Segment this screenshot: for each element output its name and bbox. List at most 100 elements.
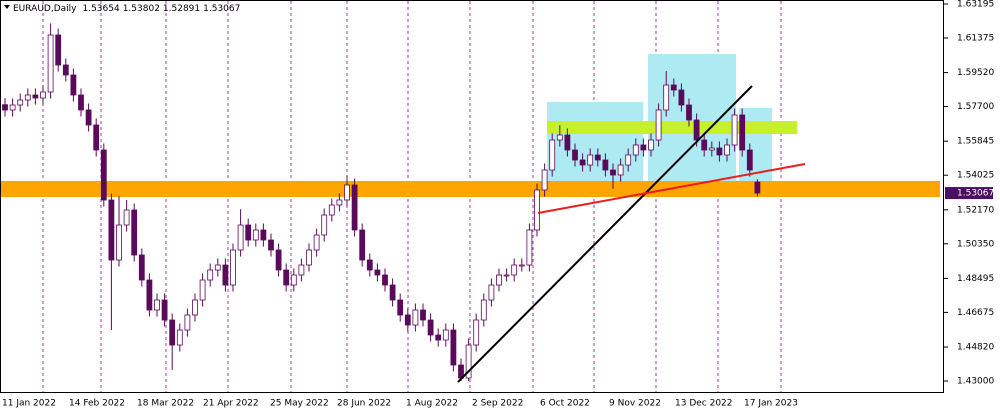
x-tick-label: 21 Apr 2022 [203,399,259,409]
candle-body [754,181,761,194]
candle-body [85,109,92,126]
candle-body [131,209,138,256]
candle-body [473,319,480,346]
candle-body [488,284,495,301]
candle-body [214,264,221,271]
candle-body [420,309,426,321]
candle-body [412,309,419,326]
candle-body [344,184,350,201]
candle-body [328,204,335,216]
annotations [0,54,940,197]
current-price-box [945,187,993,200]
menu-triangle[interactable] [4,5,10,9]
candle-body [146,279,153,311]
y-tick-label: 1.63195 [957,0,994,9]
candle-body [313,234,320,251]
y-tick-label: 1.48495 [957,274,994,284]
candle-body [397,299,404,316]
candle-body [389,284,396,301]
candle-body [17,99,24,106]
candle-body [100,149,107,201]
trend-line [537,163,806,214]
candle-body [222,264,229,286]
candle-body [640,144,647,151]
candle-body [686,104,692,121]
symbol: EURAUD,Daily [13,4,77,14]
x-tick-label: 9 Nov 2022 [609,399,661,409]
candle-body [701,139,708,151]
candle-body [693,119,700,141]
candle-body [594,154,601,161]
candle-body [526,229,533,266]
candle-body [435,334,442,341]
candle-body [268,239,274,251]
candle-body [724,144,730,156]
candle-body [176,329,183,346]
candle-body [511,264,518,276]
candle-body [199,279,206,301]
y-tick-label: 1.50350 [957,239,994,249]
zone-box [547,102,643,186]
candle-body [290,274,297,286]
candle-body [2,104,8,111]
candle-body [465,344,472,379]
y-tick-label: 1.59520 [957,68,994,78]
candle-body [587,154,594,166]
y-tick-label: 1.54025 [957,171,994,181]
candle-body [579,159,586,166]
candles [2,23,761,381]
candle-body [610,169,616,176]
candle-body [572,149,578,161]
candle-body [442,329,449,341]
x-tick-label: 18 Mar 2022 [137,399,194,409]
candle-body [427,319,434,336]
candle-body [556,134,563,141]
candle-body [237,224,244,251]
candle-body [283,269,290,286]
candle-body [252,229,259,241]
candle-body [62,64,69,76]
symbol-header: EURAUD,Daily 1.53654 1.53802 1.52891 1.53067 [13,4,240,14]
candle-body [549,139,556,171]
candle-body [716,147,723,156]
candle-body [116,224,122,261]
candle-body [93,124,100,151]
candle-body [161,299,168,321]
candle-body [739,114,746,151]
candle-body [40,91,46,99]
y-tick-label: 1.57700 [957,102,994,112]
x-tick-label: 17 Jan 2023 [744,399,798,409]
header-open: 1.53654 [82,4,119,14]
x-tick-label: 11 Jan 2022 [2,399,56,409]
candle-body [708,147,715,151]
candle-body [663,84,670,111]
candle-body [336,199,343,206]
candle-body [374,269,381,276]
candle-body [670,84,677,91]
candle-body [541,169,548,191]
candle-body [518,264,525,267]
candle-body [24,94,31,101]
candle-body [169,319,176,346]
candle-body [632,144,639,156]
candle-body [404,314,411,326]
candle-body [678,89,685,106]
candle-body [450,329,457,366]
candle-body [746,149,753,171]
plot-border [0,0,944,393]
candle-body [55,34,62,66]
candle-body [9,104,16,111]
candle-body [625,154,632,166]
candle-body [382,274,388,286]
candle-body [207,269,214,281]
candle-body [275,249,282,271]
candle-body [731,114,738,146]
support-zone [0,181,940,197]
candle-body [184,314,191,331]
candle-body [245,224,252,241]
candle-body [260,229,267,241]
y-tick-label: 1.61375 [957,33,994,43]
time-axis: 11 Jan 2022 14 Feb 2022 18 Mar 2022 21 Apr … [2,399,798,409]
